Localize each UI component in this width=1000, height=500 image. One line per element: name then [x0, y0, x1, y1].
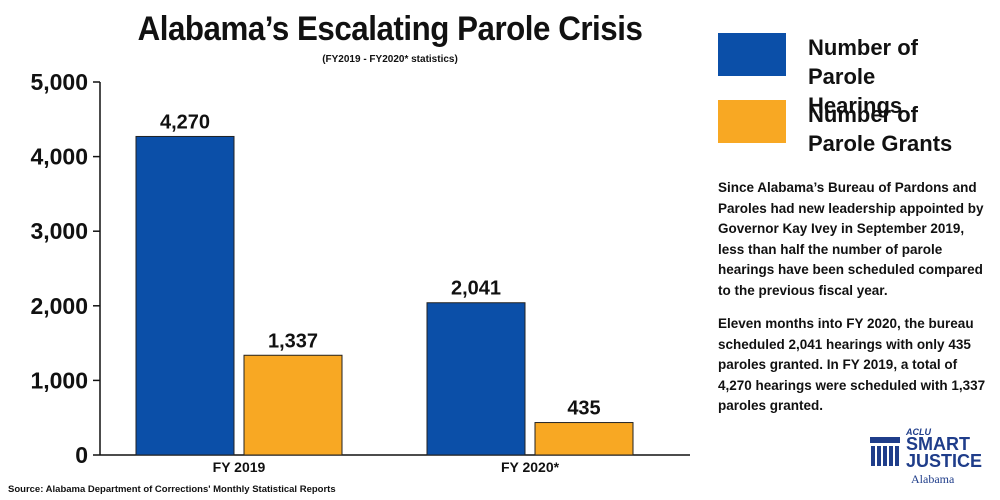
logo-state-text: Alabama — [911, 472, 955, 486]
y-tick-label: 4,000 — [30, 144, 88, 170]
source-note: Source: Alabama Department of Correction… — [8, 484, 336, 495]
y-tick-label: 5,000 — [30, 69, 88, 95]
aclu-smart-justice-logo: ACLU SMART JUSTICE Alabama — [868, 427, 988, 495]
bar-hearings-1 — [426, 302, 526, 456]
bar-chart: 0 1,000 2,000 3,000 4,000 5,000 4,270 1,337 FY 2… — [30, 69, 690, 475]
legend-item-grants: Number of Parole Grants — [718, 100, 968, 158]
y-tick-label: 0 — [75, 442, 88, 468]
x-category-label: FY 2019 — [213, 459, 266, 475]
bar-value-label: 435 — [567, 398, 600, 420]
legend-swatch-hearings — [718, 33, 786, 76]
description-paragraph-1: Since Alabama’s Bureau of Pardons and Pa… — [718, 180, 984, 298]
bar-value-label: 4,270 — [160, 111, 210, 133]
bar-value-label: 2,041 — [451, 278, 501, 300]
bar-grants-1 — [534, 422, 634, 456]
bar-value-label: 1,337 — [268, 330, 318, 352]
legend-label-grants: Number of Parole Grants — [808, 102, 953, 156]
y-tick-label: 2,000 — [30, 293, 88, 319]
chart-subtitle: (FY2019 - FY2020* statistics) — [322, 54, 458, 65]
legend-swatch-grants — [718, 100, 786, 143]
y-tick-label: 3,000 — [30, 218, 88, 244]
legend-label-hearings: Number of Parole Hearings — [808, 35, 918, 118]
bar-hearings-0 — [135, 135, 235, 456]
legend-item-hearings: Number of Parole Hearings — [718, 33, 968, 120]
logo-smart-text: SMART — [906, 434, 970, 454]
logo-justice-text: JUSTICE — [906, 451, 983, 471]
description-paragraph-2: Eleven months into FY 2020, the bureau s… — [718, 316, 986, 413]
bar-grants-0 — [243, 354, 343, 456]
scales-bars-icon — [870, 437, 900, 466]
logo-aclu-text: ACLU — [906, 427, 931, 437]
x-category-label: FY 2020* — [501, 459, 560, 475]
chart-title: Alabama’s Escalating Parole Crisis — [137, 10, 643, 48]
y-tick-label: 1,000 — [30, 367, 88, 393]
